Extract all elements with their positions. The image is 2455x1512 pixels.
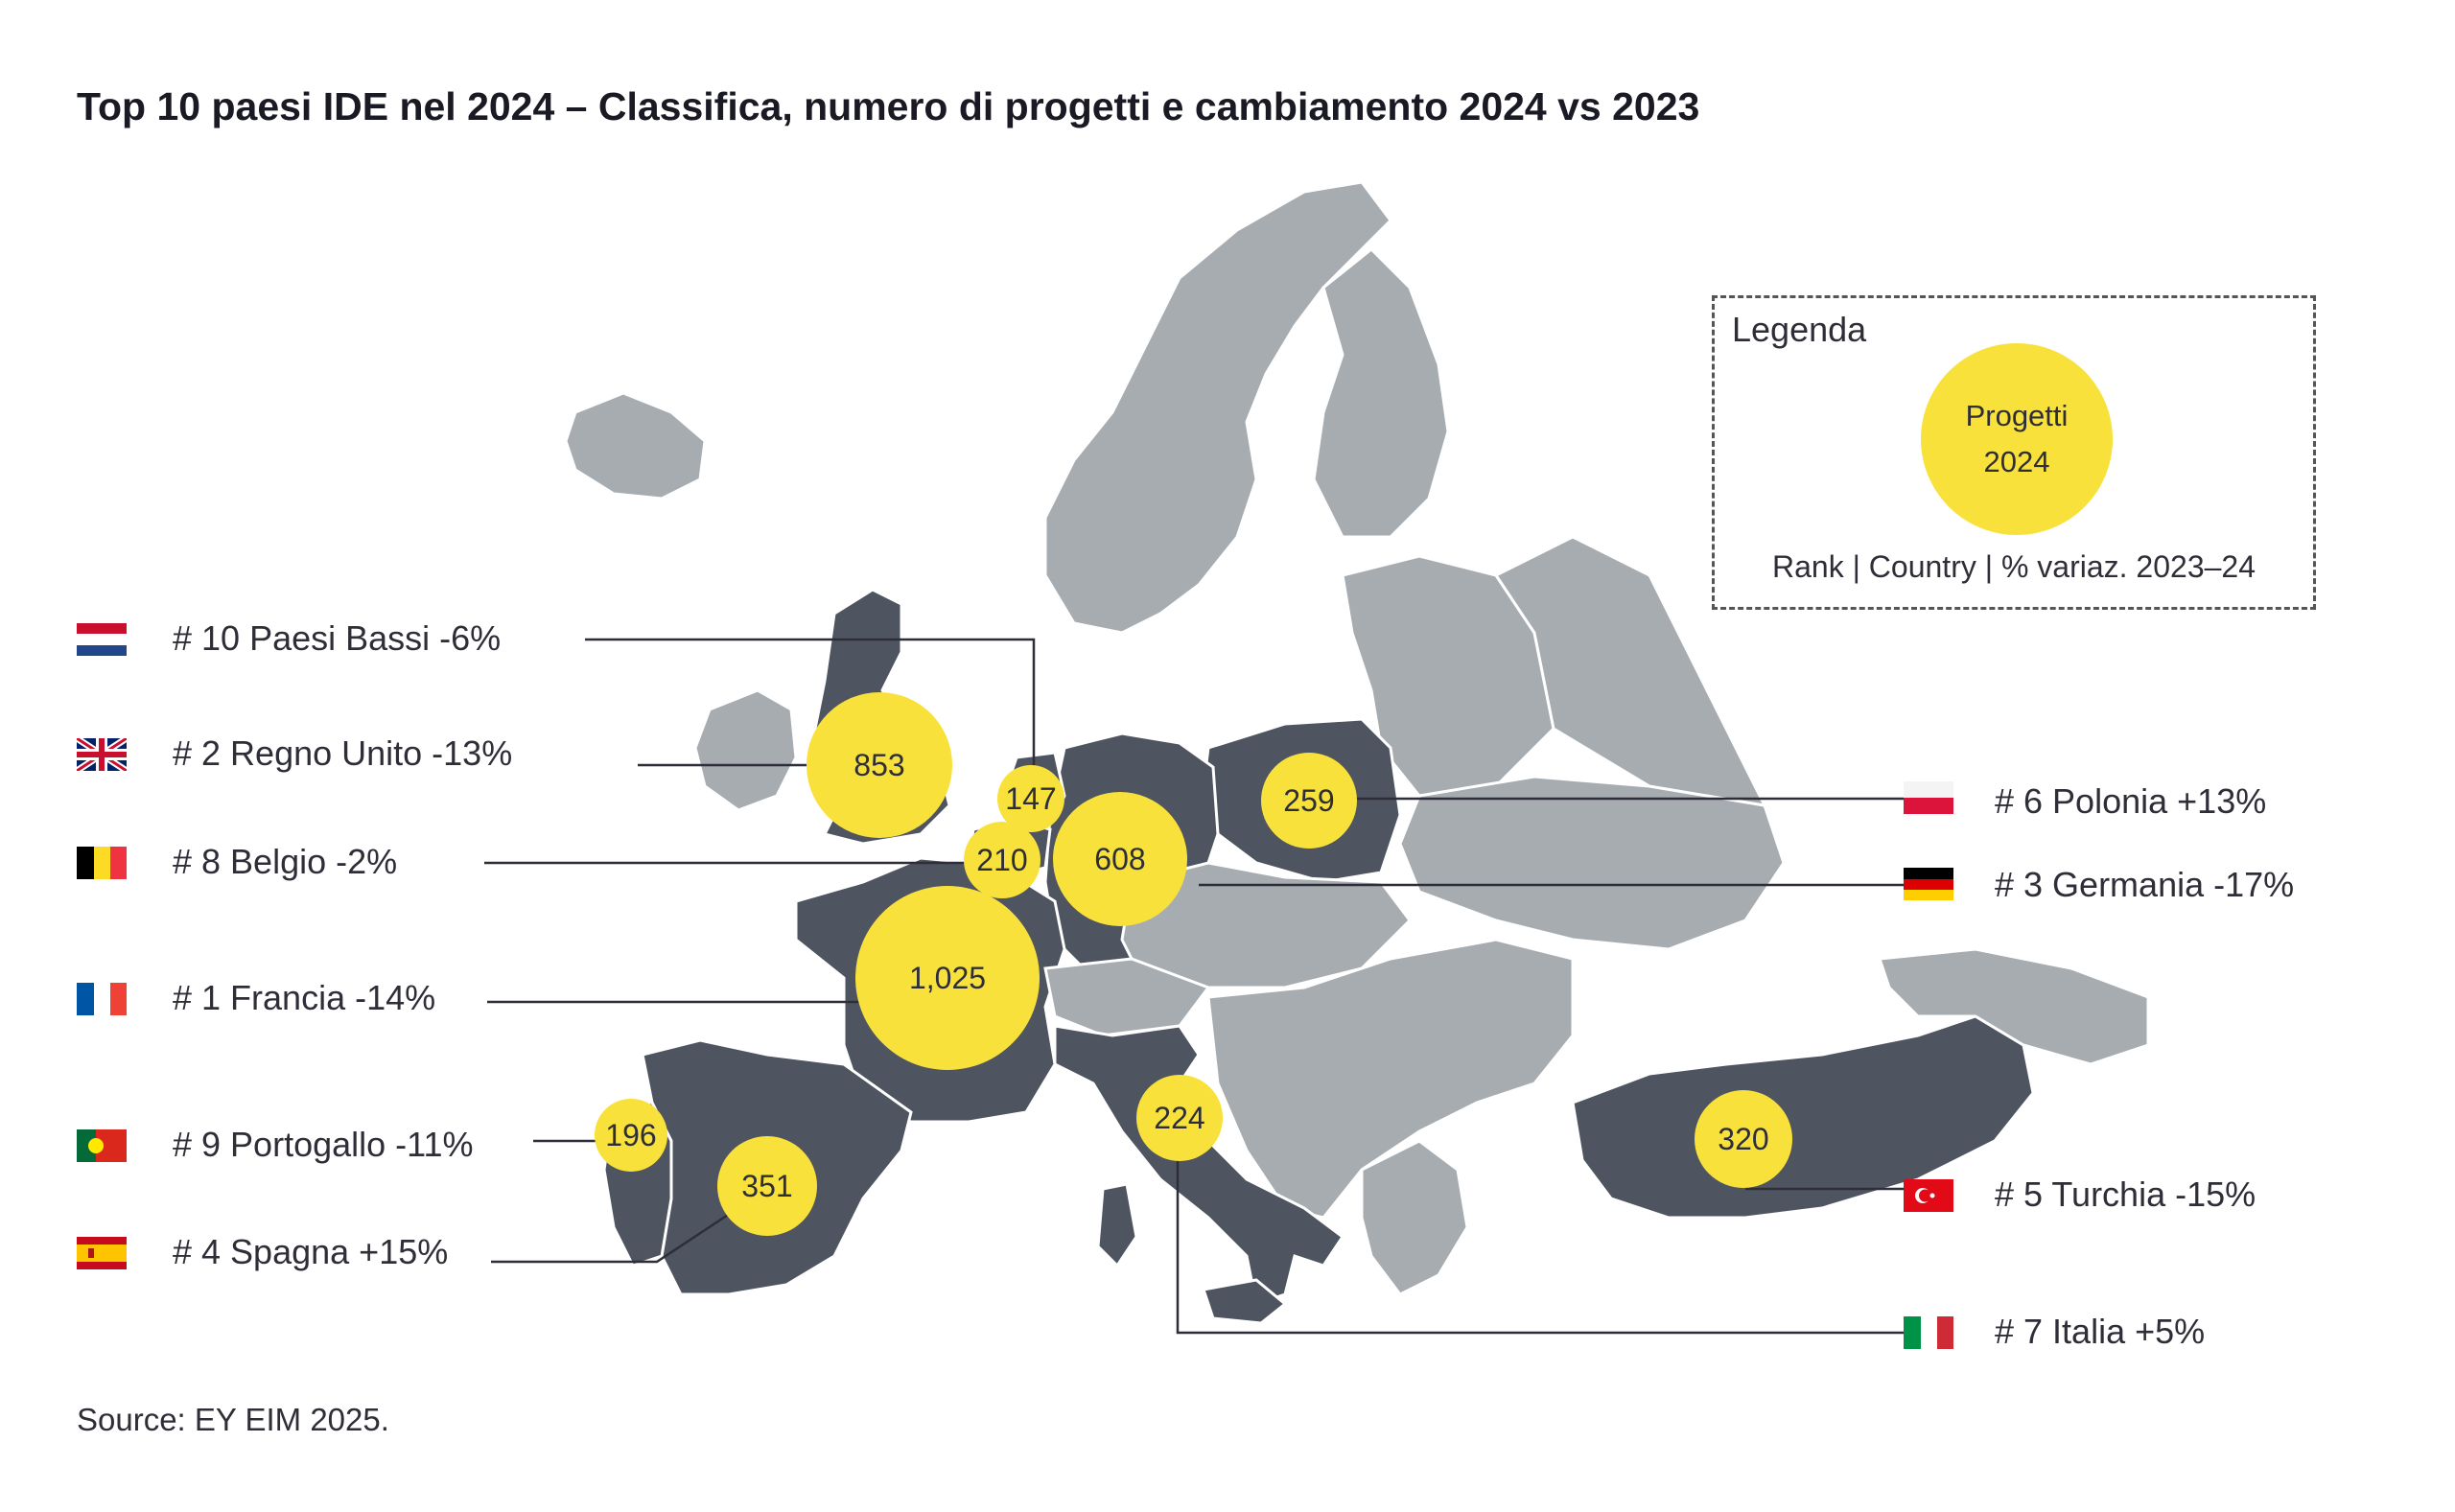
bubble-france-value: 1,025: [909, 961, 986, 995]
page-title: Top 10 paesi IDE nel 2024 – Classifica, …: [77, 84, 1700, 128]
ireland-shape: [693, 688, 798, 812]
bubble-uk: 853: [807, 692, 952, 838]
leader-netherlands: [585, 638, 1036, 767]
bubble-turkey-value: 320: [1718, 1122, 1768, 1156]
label-italy: # 7 Italia +5%: [1995, 1312, 2206, 1351]
bubble-netherlands: 147: [997, 765, 1064, 832]
bubble-spain: 351: [717, 1136, 817, 1236]
bubble-uk-value: 853: [853, 748, 904, 782]
spain-flag-icon: [77, 1237, 127, 1269]
bubble-italy: 224: [1136, 1075, 1223, 1161]
iceland-shape: [564, 391, 707, 500]
italy-flag-icon: [1904, 1316, 1953, 1349]
label-turkey: # 5 Turchia -15%: [1995, 1175, 2256, 1214]
ukraine-shape: [1398, 775, 1786, 951]
turkey-shape: [1571, 1014, 2035, 1220]
leader-italy: [1176, 1151, 1904, 1335]
label-spain: # 4 Spagna +15%: [173, 1232, 449, 1271]
bubble-spain-value: 351: [741, 1169, 792, 1203]
caucasus-shape: [1877, 947, 2150, 1066]
bubble-poland: 259: [1261, 753, 1357, 849]
label-netherlands: # 10 Paesi Bassi -6%: [173, 618, 502, 658]
uk-flag-icon: [77, 738, 127, 771]
legend-title: Legenda: [1732, 310, 1867, 349]
bubble-portugal: 196: [595, 1099, 667, 1172]
bubble-belgium: 210: [964, 822, 1040, 898]
bubble-belgium-value: 210: [976, 843, 1027, 877]
sardinia-shape: [1096, 1182, 1138, 1268]
label-uk: # 2 Regno Unito -13%: [173, 733, 513, 773]
italy-shape: [1053, 1024, 1345, 1306]
bubble-germany: 608: [1053, 792, 1187, 926]
turkey-flag-icon: [1904, 1179, 1953, 1212]
label-poland: # 6 Polonia +13%: [1995, 781, 2267, 821]
portugal-flag-icon: [77, 1129, 127, 1162]
russia-west-shape: [1493, 535, 1767, 807]
balkans-shape: [1206, 938, 1575, 1220]
legend-caption: Rank | Country | % variaz. 2023–24: [1772, 549, 2256, 584]
netherlands-flag-icon: [77, 623, 127, 656]
bubble-france: 1,025: [855, 886, 1040, 1070]
legend-bubble: Progetti 2024: [1921, 343, 2113, 535]
label-portugal: # 9 Portogallo -11%: [173, 1125, 474, 1164]
source-note: Source: EY EIM 2025.: [77, 1402, 389, 1437]
norway-sweden-shape: [1043, 180, 1392, 635]
germany-flag-icon: [1904, 868, 1953, 900]
label-belgium: # 8 Belgio -2%: [173, 842, 398, 881]
bubble-poland-value: 259: [1283, 783, 1334, 818]
greece-shape: [1360, 1139, 1469, 1296]
belgium-flag-icon: [77, 847, 127, 879]
bubble-portugal-value: 196: [605, 1118, 656, 1152]
sicily-shape: [1202, 1278, 1288, 1325]
bubble-turkey: 320: [1695, 1090, 1792, 1188]
poland-flag-icon: [1904, 781, 1953, 814]
label-germany: # 3 Germania -17%: [1995, 865, 2295, 904]
bubble-germany-value: 608: [1094, 842, 1145, 876]
bubble-netherlands-value: 147: [1005, 781, 1056, 816]
label-france: # 1 Francia -14%: [173, 978, 436, 1017]
finland-shape: [1312, 246, 1450, 539]
france-flag-icon: [77, 983, 127, 1015]
legend-box: Legenda Progetti 2024 Rank | Country | %…: [1712, 295, 2316, 610]
bubble-italy-value: 224: [1154, 1101, 1204, 1135]
